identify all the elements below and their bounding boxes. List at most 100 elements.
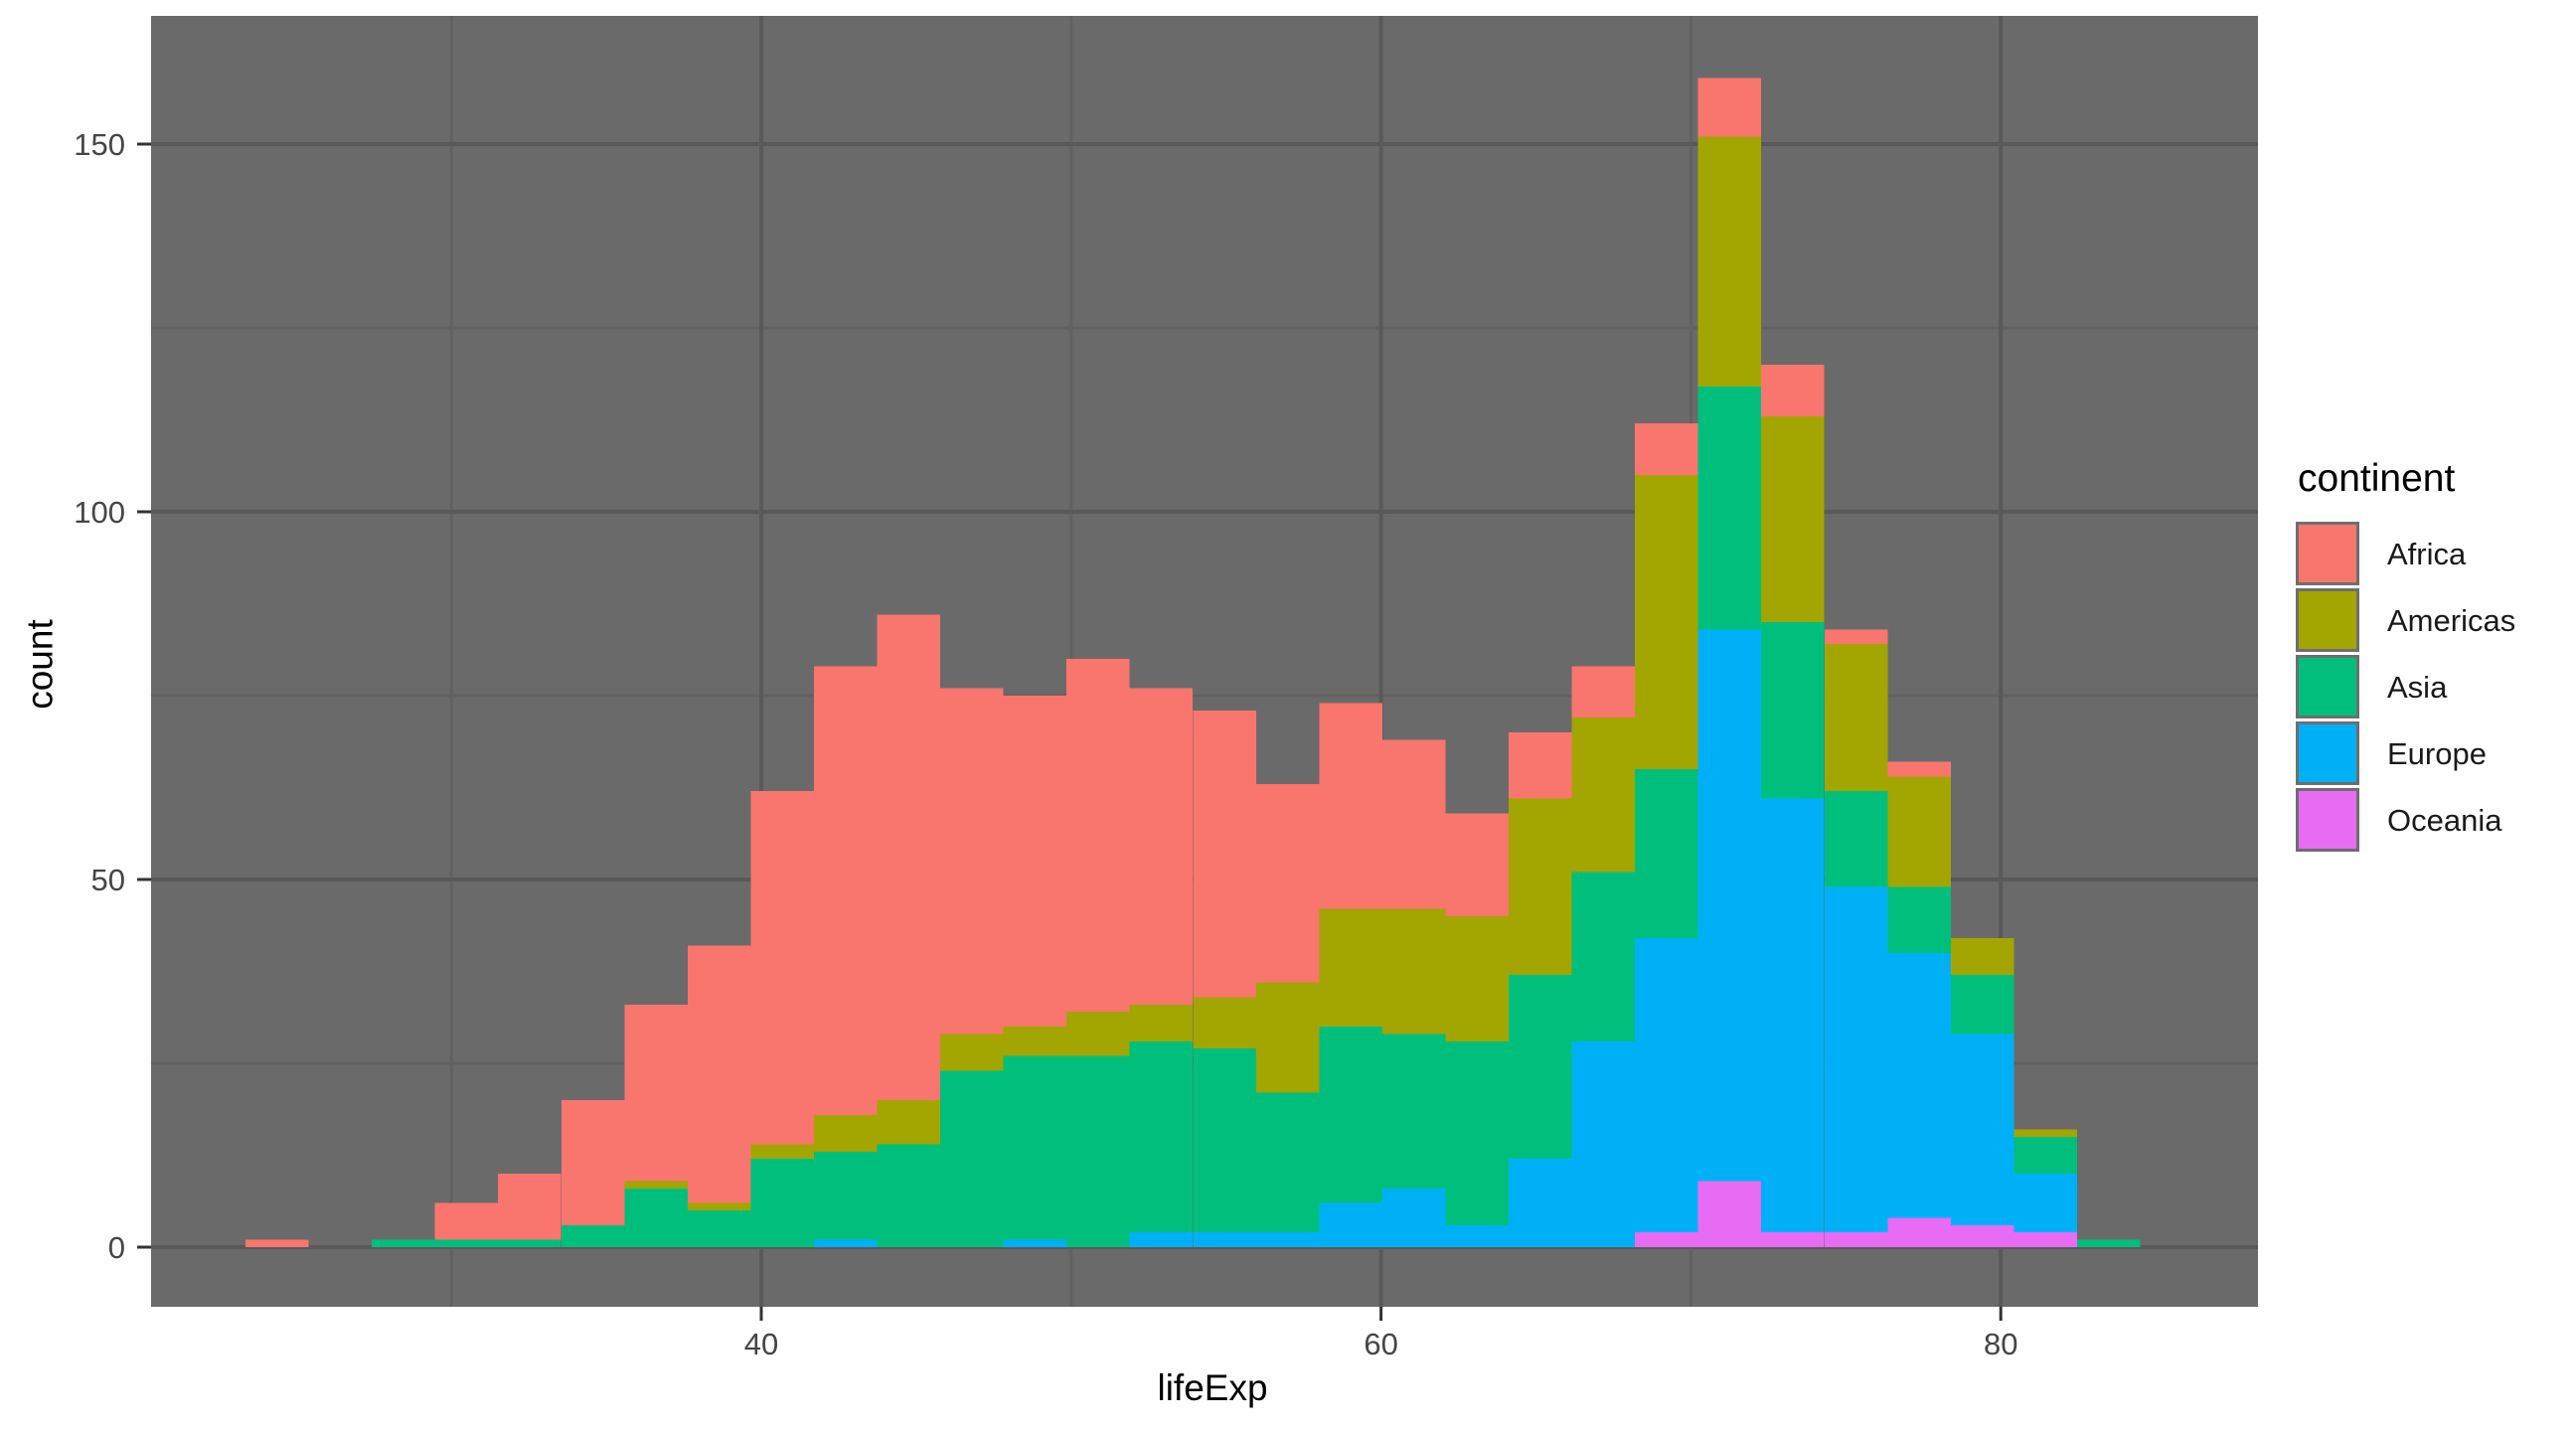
- bar-segment-africa: [940, 688, 1004, 1034]
- bar-segment-europe: [1950, 1034, 2014, 1225]
- bar-segment-americas: [1824, 644, 1888, 792]
- legend-entry-americas: Americas: [2296, 588, 2569, 652]
- bar-segment-americas: [813, 1114, 878, 1152]
- y-tick-label: 0: [108, 1230, 125, 1265]
- bar-segment-africa: [1319, 703, 1382, 909]
- bar-segment-africa: [498, 1174, 562, 1240]
- bar-segment-asia: [1509, 975, 1572, 1160]
- bar-segment-europe: [1509, 1159, 1572, 1247]
- legend-entry-oceania: Oceania: [2296, 788, 2569, 852]
- bar-segment-americas: [1255, 982, 1320, 1093]
- bar-segment-asia: [1319, 1027, 1382, 1203]
- bar-segment-americas: [1381, 908, 1446, 1034]
- bar-segment-oceania: [1761, 1232, 1825, 1247]
- bar-segment-americas: [687, 1202, 751, 1210]
- bar-segment-africa: [1509, 732, 1572, 799]
- bar-segment-americas: [1445, 916, 1509, 1041]
- bar-segment-asia: [750, 1159, 814, 1247]
- bar-segment-europe: [2013, 1174, 2077, 1233]
- bar-segment-americas: [1129, 1004, 1194, 1041]
- bar-segment-americas: [1761, 415, 1825, 622]
- legend-label: Asia: [2387, 669, 2448, 705]
- bar-segment-europe: [1571, 1040, 1635, 1247]
- bar-segment-europe: [1697, 629, 1762, 1182]
- bar-segment-africa: [624, 1004, 688, 1182]
- bar-segment-americas: [2013, 1129, 2077, 1137]
- bar-segment-americas: [1509, 798, 1572, 976]
- legend-label: Africa: [2387, 536, 2467, 571]
- bar-segment-europe: [1635, 938, 1698, 1233]
- bar-segment-oceania: [1697, 1181, 1762, 1247]
- x-axis-title: lifeExp: [1157, 1367, 1268, 1408]
- bar-segment-asia: [1193, 1048, 1256, 1233]
- bar-segment-africa: [1003, 696, 1067, 1027]
- bar-segment-americas: [1003, 1027, 1067, 1056]
- bar-segment-africa: [561, 1100, 625, 1225]
- bar-segment-asia: [1003, 1055, 1067, 1240]
- bar-segment-africa: [750, 791, 814, 1145]
- bar-segment-americas: [1571, 717, 1635, 873]
- bar-segment-europe: [1319, 1202, 1382, 1247]
- y-axis-title: count: [19, 619, 61, 710]
- bar-segment-americas: [1697, 136, 1762, 388]
- legend-entry-asia: Asia: [2296, 655, 2569, 718]
- bar-segment-europe: [1445, 1224, 1509, 1247]
- bar-segment-asia: [624, 1188, 688, 1247]
- legend: continent Africa Americas Asia Europe Oceani…: [2296, 459, 2569, 855]
- bar-segment-europe: [1824, 886, 1888, 1233]
- bar-segment-asia: [1887, 886, 1951, 953]
- bar-segment-africa: [1697, 78, 1762, 137]
- legend-swatch-europe: [2296, 721, 2359, 785]
- legend-entry-europe: Europe: [2296, 721, 2569, 785]
- legend-swatch-oceania: [2296, 788, 2359, 852]
- bar-segment-oceania: [1887, 1217, 1951, 1247]
- bar-segment-asia: [1381, 1034, 1446, 1189]
- bar-segment-africa: [687, 945, 751, 1203]
- bar-segment-europe: [1761, 798, 1825, 1233]
- bar-segment-africa: [813, 666, 878, 1115]
- bar-segment-africa: [245, 1239, 309, 1247]
- legend-entries: Africa Americas Asia Europe Oceania: [2296, 522, 2569, 852]
- bar-segment-asia: [1824, 791, 1888, 887]
- bar-segment-asia: [813, 1151, 878, 1240]
- bar-segment-americas: [1950, 938, 2014, 976]
- bar-segment-asia: [561, 1224, 625, 1247]
- bar-segment-europe: [1381, 1188, 1446, 1247]
- bar-segment-americas: [1193, 997, 1256, 1049]
- bar-segment-africa: [1129, 688, 1194, 1005]
- bar-segment-americas: [1066, 1012, 1130, 1056]
- bar-segment-africa: [434, 1202, 499, 1240]
- legend-swatch-asia: [2296, 655, 2359, 718]
- y-tick-label: 150: [74, 127, 125, 162]
- bar-segment-oceania: [2013, 1232, 2077, 1247]
- bar-segment-asia: [2013, 1137, 2077, 1174]
- x-tick-label: 40: [744, 1327, 778, 1361]
- bar-segment-asia: [1066, 1055, 1130, 1247]
- bar-segment-africa: [1381, 739, 1446, 909]
- bar-segment-americas: [1635, 475, 1698, 769]
- x-tick-label: 60: [1364, 1327, 1397, 1361]
- bar-segment-asia: [1255, 1092, 1320, 1233]
- bar-segment-asia: [2076, 1239, 2141, 1247]
- bar-segment-africa: [1887, 761, 1951, 777]
- bar-segment-africa: [1193, 710, 1256, 998]
- bar-segment-asia: [1635, 769, 1698, 939]
- bar-segment-asia: [1697, 387, 1762, 630]
- bar-segment-asia: [434, 1239, 499, 1247]
- bar-segment-asia: [372, 1239, 435, 1247]
- bar-segment-europe: [1255, 1232, 1320, 1247]
- bar-segment-europe: [813, 1239, 878, 1247]
- bar-segment-asia: [1571, 872, 1635, 1041]
- bar-segment-asia: [1761, 622, 1825, 799]
- bar-segment-asia: [940, 1070, 1004, 1247]
- bar-segment-americas: [1887, 776, 1951, 887]
- bar-segment-oceania: [1635, 1232, 1698, 1247]
- legend-label: Oceania: [2387, 802, 2502, 838]
- legend-title: continent: [2298, 457, 2456, 500]
- bar-segment-europe: [1193, 1232, 1256, 1247]
- legend-swatch-americas: [2296, 588, 2359, 652]
- bar-segment-americas: [940, 1034, 1004, 1071]
- legend-label: Europe: [2387, 735, 2487, 771]
